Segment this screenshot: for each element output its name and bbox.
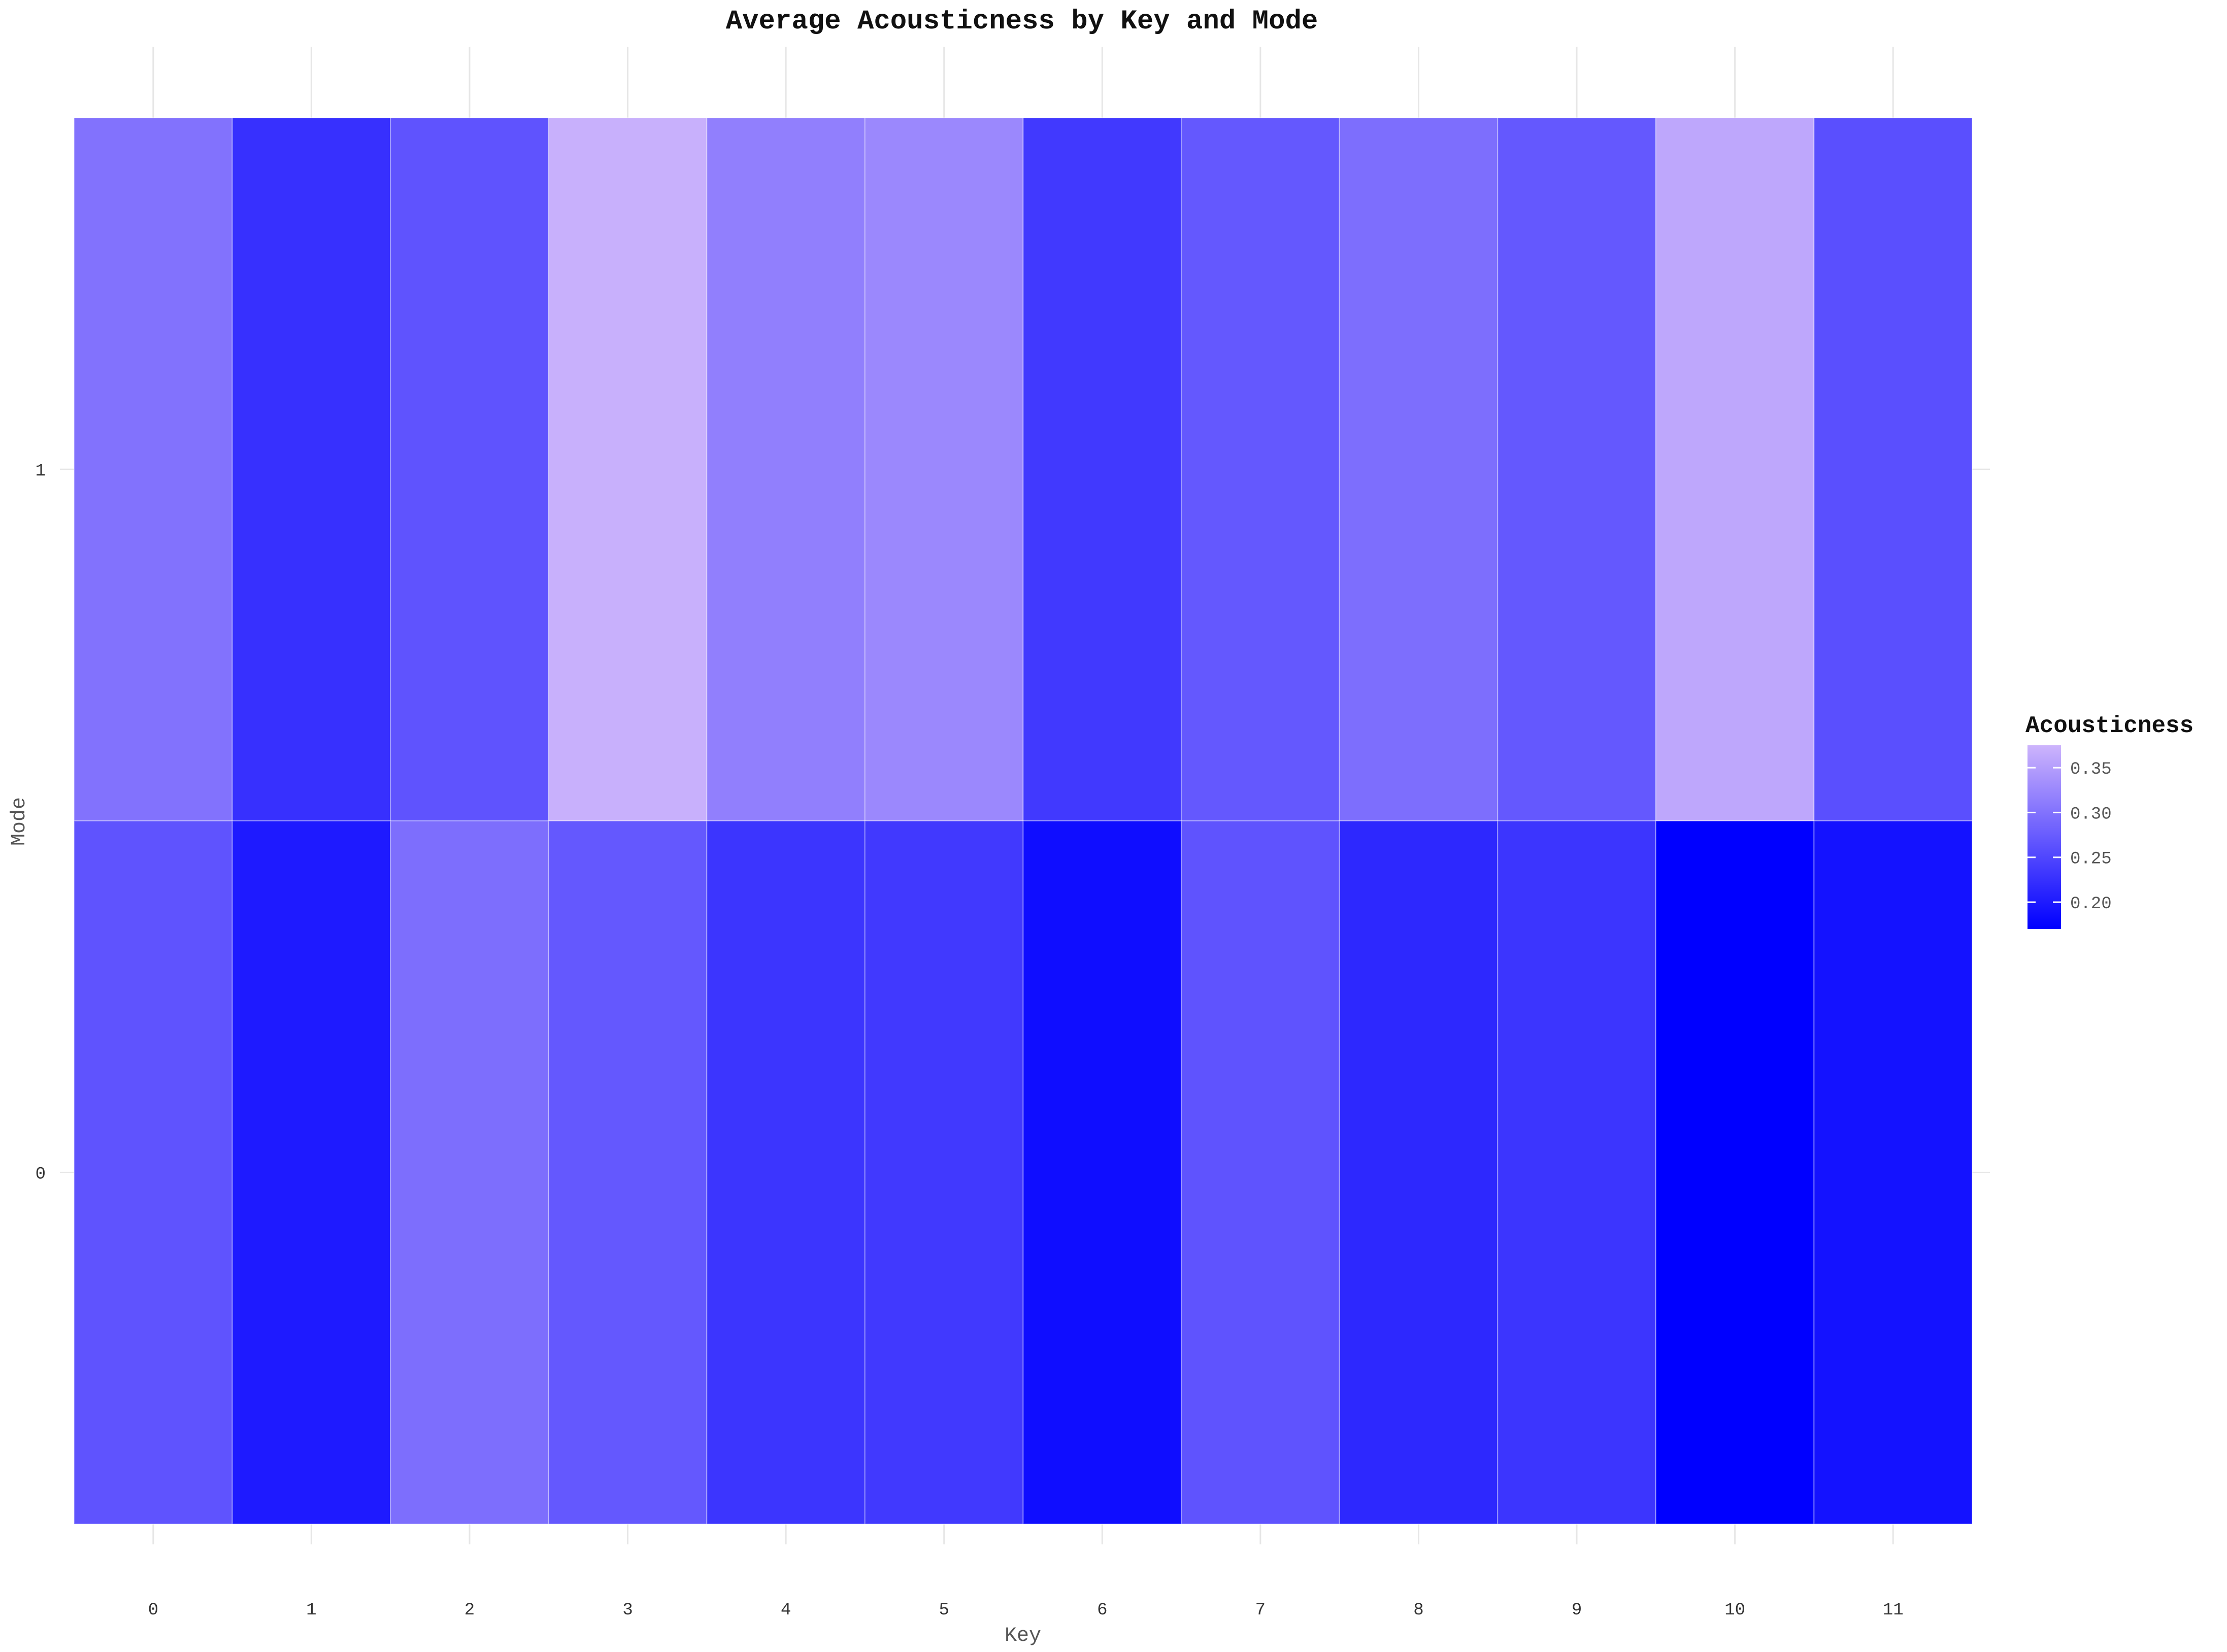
- heatmap-cell-mode-1-key-2: [390, 117, 549, 821]
- chart-title: Average Acousticness by Key and Mode: [726, 6, 1318, 37]
- legend-color-bar: [2027, 745, 2061, 929]
- heatmap-cell-mode-0-key-4: [706, 820, 866, 1525]
- x-tick-label: 5: [939, 1601, 949, 1620]
- legend-ticks: 0.35 0.30 0.25 0.20: [2027, 760, 2112, 914]
- y-tick-label: 0: [36, 1165, 46, 1184]
- heatmap-cell-mode-0-key-1: [231, 820, 391, 1525]
- x-tick-label: 0: [148, 1601, 158, 1620]
- legend-title: Acousticness: [2025, 713, 2193, 739]
- heatmap-cell-mode-0-key-8: [1339, 820, 1499, 1525]
- heatmap-cell-mode-1-key-9: [1497, 117, 1656, 821]
- legend-tick-label: 0.25: [2070, 850, 2112, 869]
- heatmap-cell-mode-0-key-9: [1497, 820, 1656, 1525]
- heatmap-cell-mode-1-key-8: [1339, 117, 1499, 821]
- legend-tick-label: 0.35: [2070, 760, 2112, 779]
- x-axis-ticks: 0 1 2 3 4 5 6 7 8 9 10 11: [148, 1601, 1904, 1620]
- heatmap-cell-mode-1-key-5: [864, 117, 1024, 821]
- x-tick-label: 2: [464, 1601, 475, 1620]
- heatmap-cell-mode-1-key-11: [1813, 117, 1973, 821]
- heatmap-cell-mode-1-key-3: [548, 117, 708, 821]
- heatmap-cell-mode-0-key-3: [548, 820, 708, 1525]
- x-tick-label: 1: [306, 1601, 316, 1620]
- x-tick-label: 11: [1883, 1601, 1904, 1620]
- y-tick-label: 1: [36, 462, 46, 481]
- heatmap-cell-mode-1-key-7: [1181, 117, 1340, 821]
- x-tick-label: 8: [1413, 1601, 1423, 1620]
- heatmap-cell-mode-0-key-7: [1181, 820, 1340, 1525]
- x-tick-label: 10: [1724, 1601, 1745, 1620]
- heatmap-cell-mode-1-key-1: [231, 117, 391, 821]
- heatmap-cell-mode-1-key-4: [706, 117, 866, 821]
- y-axis-ticks: 01: [36, 462, 46, 1184]
- heatmap-cell-mode-0-key-10: [1655, 820, 1815, 1525]
- heatmap-cell-mode-0-key-11: [1813, 820, 1973, 1525]
- heatmap-cell-mode-1-key-0: [74, 117, 233, 821]
- heatmap-cell-mode-0-key-2: [390, 820, 549, 1525]
- x-tick-label: 4: [781, 1601, 791, 1620]
- heatmap-cell-mode-0-key-5: [864, 820, 1024, 1525]
- legend-tick-label: 0.20: [2070, 895, 2112, 914]
- x-tick-label: 9: [1572, 1601, 1582, 1620]
- x-tick-label: 3: [622, 1601, 633, 1620]
- heatmap-cell-mode-1-key-10: [1655, 117, 1815, 821]
- heatmap-cell-mode-0-key-6: [1022, 820, 1182, 1525]
- heatmap-cell-mode-1-key-6: [1022, 117, 1182, 821]
- heatmap-cell-mode-0-key-0: [74, 820, 233, 1525]
- heatmap-cells: [74, 117, 1973, 1525]
- x-axis-label: Key: [1005, 1625, 1041, 1647]
- legend-tick-label: 0.30: [2070, 805, 2112, 824]
- color-legend: Acousticness 0.35 0.30 0.25 0.20: [2025, 713, 2193, 929]
- x-tick-label: 7: [1255, 1601, 1266, 1620]
- y-axis-label: Mode: [8, 797, 31, 846]
- x-tick-label: 6: [1097, 1601, 1107, 1620]
